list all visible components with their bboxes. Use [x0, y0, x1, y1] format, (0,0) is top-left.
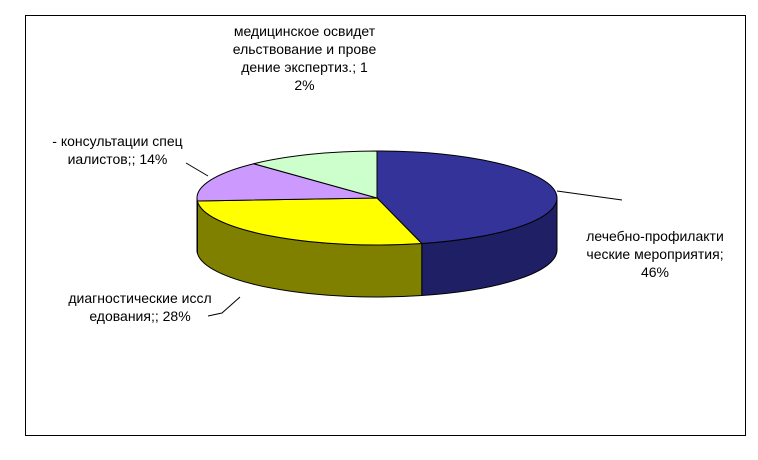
- data-label: - консультации специалистов;; 14%: [50, 132, 185, 168]
- pie-slice: [251, 150, 378, 199]
- pie-tops: [196, 150, 558, 246]
- pie-slice: [196, 197, 423, 246]
- leader-line: [556, 190, 623, 201]
- label-separator: ;: [154, 308, 163, 324]
- data-label: лечебно-профилактические мероприятия; 46…: [585, 227, 725, 281]
- data-label: медицинское освидетельствование и провед…: [232, 22, 377, 94]
- label-category: - консультации специалистов;: [52, 133, 183, 167]
- label-category: медицинское освидетельствование и провед…: [232, 23, 377, 75]
- label-separator: ;: [131, 151, 140, 167]
- label-value: 14%: [139, 151, 168, 167]
- pie-slice: [196, 163, 378, 202]
- label-value: 28%: [162, 308, 191, 324]
- label-value: 46%: [640, 264, 670, 280]
- label-value: 12%: [294, 59, 368, 93]
- label-separator: ;: [719, 246, 724, 262]
- leader-line: [207, 296, 241, 317]
- leader-line: [185, 162, 209, 177]
- label-category: лечебно-профилактические мероприятия: [586, 228, 724, 262]
- pie-slice: [376, 150, 558, 245]
- label-separator: ;: [352, 59, 360, 75]
- data-label: диагностические исследования;; 28%: [65, 289, 215, 325]
- label-category: диагностические исследования;: [68, 290, 212, 324]
